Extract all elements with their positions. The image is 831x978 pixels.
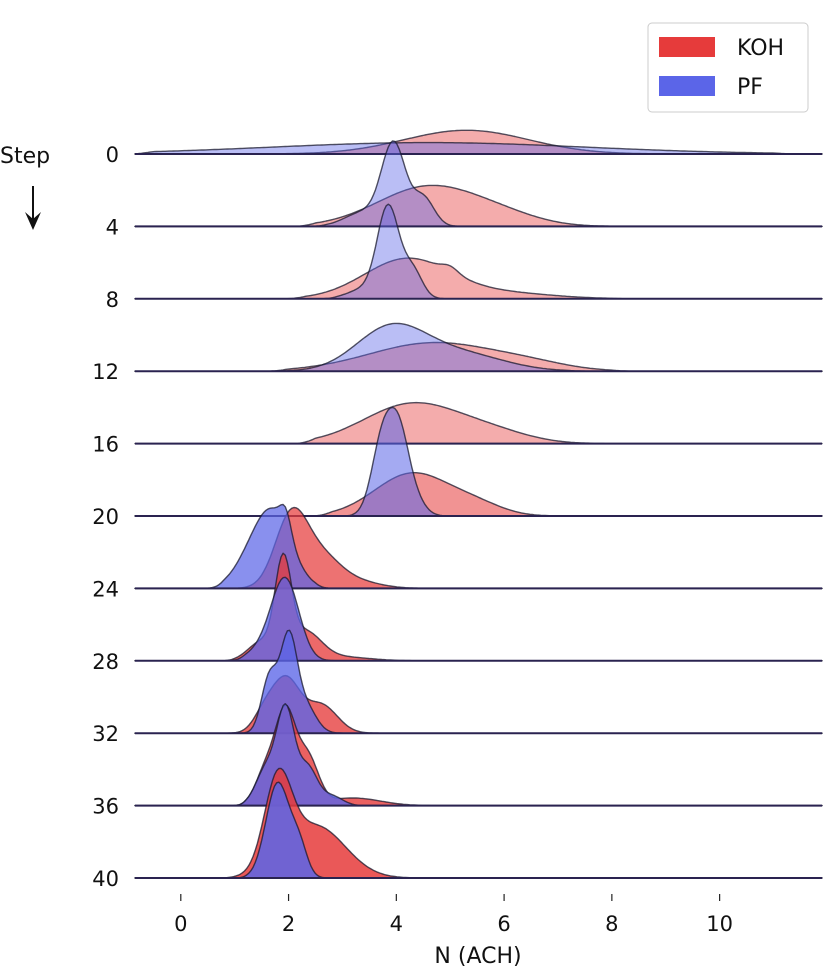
density-koh-step-20 [134, 472, 823, 517]
x-tick-label: 2 [282, 912, 295, 936]
legend: KOH PF [647, 22, 809, 113]
density-koh-step-32 [134, 674, 823, 734]
y-axis-label: Step [0, 144, 50, 169]
density-pf-step-36 [134, 703, 823, 807]
y-tick-label: 0 [106, 143, 119, 167]
density-koh-step-8 [134, 257, 823, 300]
x-tick-label: 4 [390, 912, 403, 936]
density-koh-step-16 [134, 401, 823, 445]
ridge-step-28 [134, 552, 823, 662]
x-axis: 0 2 4 6 8 10 [174, 894, 733, 936]
legend-label-koh: KOH [737, 36, 784, 61]
y-tick-label: 36 [92, 795, 119, 819]
x-tick-label: 10 [706, 912, 733, 936]
y-tick-label: 12 [92, 360, 119, 384]
density-pf-step-0 [134, 141, 823, 155]
legend-swatch-koh [659, 37, 715, 57]
legend-swatch-pf [659, 76, 715, 96]
x-tick-label: 8 [605, 912, 618, 936]
density-koh-step-40 [134, 767, 823, 879]
ridges-layer [134, 129, 823, 879]
ridge-step-16 [134, 401, 823, 445]
ridge-step-24 [134, 503, 823, 590]
x-axis-label: N (ACH) [434, 944, 521, 969]
y-tick-label: 20 [92, 505, 119, 529]
y-tick-label: 8 [106, 288, 119, 312]
down-arrow-icon [25, 186, 41, 230]
ridge-step-20 [134, 406, 823, 517]
density-pf-step-40 [134, 781, 823, 879]
y-tick-label: 24 [92, 577, 119, 601]
density-koh-step-36 [134, 704, 823, 807]
y-tick-label: 16 [92, 433, 119, 457]
x-tick-label: 0 [174, 912, 187, 936]
x-tick-label: 6 [497, 912, 510, 936]
y-tick-label: 28 [92, 650, 119, 674]
density-koh-step-4 [134, 184, 823, 228]
ridge-step-0 [134, 129, 823, 155]
y-tick-label: 32 [92, 722, 119, 746]
ridge-step-8 [134, 203, 823, 300]
y-tick-label: 40 [92, 867, 119, 891]
ridge-step-4 [134, 140, 823, 228]
ridge-step-40 [134, 767, 823, 879]
y-tick-label: 4 [106, 215, 119, 239]
legend-label-pf: PF [737, 75, 763, 100]
ridge-step-12 [134, 322, 823, 373]
ridge-step-36 [134, 703, 823, 807]
density-pf-step-32 [134, 629, 823, 734]
density-pf-step-28 [134, 576, 823, 662]
ridge-step-32 [134, 629, 823, 735]
y-tick-labels: 0 4 8 12 16 20 24 28 32 36 40 [92, 143, 119, 891]
density-pf-step-24 [134, 503, 823, 590]
